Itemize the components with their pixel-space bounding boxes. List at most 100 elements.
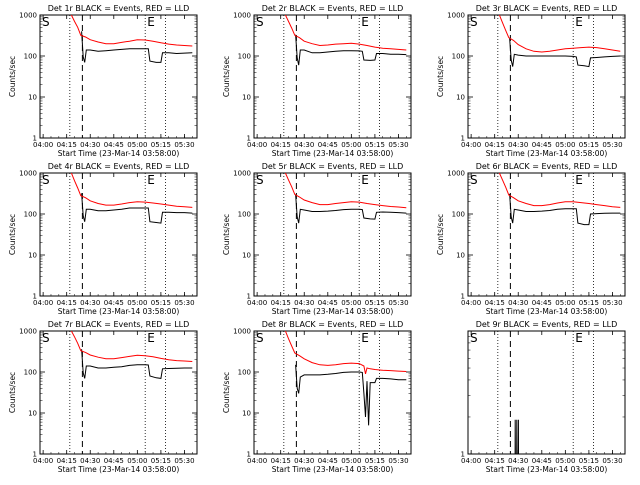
x-tick-label: 04:00 — [247, 457, 267, 465]
y-tick-label: 1 — [33, 451, 37, 459]
start-marker-label: S — [470, 173, 478, 187]
end-marker-label: E — [147, 173, 155, 187]
x-tick-label: 05:30 — [174, 141, 194, 149]
start-marker-label: S — [256, 173, 264, 187]
x-tick-label: 04:00 — [33, 299, 53, 307]
x-tick-label: 04:45 — [104, 141, 124, 149]
y-tick-label: 10 — [28, 410, 37, 418]
panel-title: Det 7r BLACK = Events, RED = LLD — [48, 320, 190, 329]
panel-title: Det 6r BLACK = Events, RED = LLD — [476, 162, 618, 171]
y-tick-label: 1000 — [233, 170, 251, 178]
y-tick-label: 1 — [461, 451, 465, 459]
y-axis-label: Counts/sec — [8, 372, 17, 413]
y-axis-label: Counts/sec — [8, 214, 17, 255]
x-tick-label: 05:15 — [365, 141, 385, 149]
y-tick-label: 100 — [452, 53, 465, 61]
y-tick-label: 1 — [33, 293, 37, 301]
y-tick-label: 1000 — [233, 328, 251, 336]
y-tick-label: 100 — [452, 211, 465, 219]
x-axis-label: Start Time (23-Mar-14 03:58:00) — [272, 149, 394, 158]
end-marker-label: E — [361, 173, 369, 187]
x-axis-label: Start Time (23-Mar-14 03:58:00) — [272, 307, 394, 316]
panel-det-7: Det 7r BLACK = Events, RED = LLD S E 04:00 0… — [8, 320, 198, 474]
panel-title: Det 4r BLACK = Events, RED = LLD — [48, 162, 190, 171]
x-tick-label: 05:00 — [127, 299, 147, 307]
events-series-line — [514, 419, 519, 454]
x-tick-label: 04:45 — [532, 457, 552, 465]
x-tick-label: 05:00 — [555, 457, 575, 465]
lld-series-line — [284, 173, 407, 209]
panel-title: Det 2r BLACK = Events, RED = LLD — [262, 4, 404, 13]
end-marker-label: E — [575, 331, 583, 345]
start-marker-label: S — [256, 331, 264, 345]
events-series-line — [81, 31, 193, 63]
x-tick-label: 04:15 — [57, 141, 77, 149]
x-tick-label: 05:00 — [341, 141, 361, 149]
y-tick-label: 100 — [238, 211, 251, 219]
x-tick-label: 04:15 — [271, 299, 291, 307]
plot-frame — [467, 330, 626, 455]
x-tick-label: 04:00 — [461, 299, 481, 307]
y-tick-label: 10 — [456, 252, 465, 260]
start-marker-label: S — [470, 331, 478, 345]
x-tick-label: 04:30 — [508, 457, 528, 465]
y-tick-label: 10 — [28, 94, 37, 102]
x-tick-label: 05:15 — [579, 457, 599, 465]
panel-title: Det 1r BLACK = Events, RED = LLD — [48, 4, 190, 13]
panel-title: Det 9r BLACK = Events, RED = LLD — [476, 320, 618, 329]
x-tick-label: 05:00 — [555, 141, 575, 149]
y-tick-label: 1 — [247, 135, 251, 143]
x-tick-label: 04:15 — [271, 141, 291, 149]
x-tick-label: 05:15 — [365, 299, 385, 307]
plot-frame — [253, 14, 412, 139]
end-marker-label: E — [361, 15, 369, 29]
x-tick-label: 04:45 — [532, 141, 552, 149]
x-tick-label: 04:30 — [80, 141, 100, 149]
x-axis-label: Start Time (23-Mar-14 03:58:00) — [486, 465, 608, 474]
y-tick-label: 1 — [461, 135, 465, 143]
x-axis-label: Start Time (23-Mar-14 03:58:00) — [58, 149, 180, 158]
x-tick-label: 05:15 — [579, 141, 599, 149]
x-tick-label: 05:15 — [151, 299, 171, 307]
y-tick-label: 1000 — [19, 12, 37, 20]
x-tick-label: 04:15 — [57, 299, 77, 307]
plot-frame — [253, 172, 412, 297]
y-tick-label: 100 — [24, 53, 37, 61]
events-series-line — [81, 349, 193, 379]
x-tick-label: 05:30 — [388, 299, 408, 307]
x-tick-label: 04:45 — [532, 299, 552, 307]
end-marker-label: E — [147, 15, 155, 29]
y-tick-label: 10 — [242, 410, 251, 418]
panel-det-1: Det 1r BLACK = Events, RED = LLD S E 04:00 0… — [8, 4, 198, 158]
plot-frame — [39, 14, 198, 139]
x-tick-label: 04:00 — [33, 457, 53, 465]
y-tick-label: 100 — [238, 53, 251, 61]
end-marker-label: E — [361, 331, 369, 345]
x-tick-label: 04:45 — [318, 141, 338, 149]
y-tick-label: 100 — [24, 211, 37, 219]
lld-series-line — [498, 15, 621, 53]
x-tick-label: 04:15 — [271, 457, 291, 465]
x-axis-label: Start Time (23-Mar-14 03:58:00) — [58, 307, 180, 316]
plot-frame — [467, 14, 626, 139]
x-tick-label: 04:45 — [104, 457, 124, 465]
panel-det-6: Det 6r BLACK = Events, RED = LLD S E 04:00 0… — [436, 162, 626, 316]
x-tick-label: 04:15 — [485, 457, 505, 465]
plot-frame — [39, 330, 198, 455]
x-tick-label: 04:30 — [294, 299, 314, 307]
events-series-line — [509, 193, 621, 226]
y-axis-label: Counts/sec — [8, 56, 17, 97]
x-tick-label: 04:15 — [485, 141, 505, 149]
panel-det-8: Det 8r BLACK = Events, RED = LLD S E 04:00 0… — [222, 320, 412, 474]
panel-title: Det 5r BLACK = Events, RED = LLD — [262, 162, 404, 171]
start-marker-label: S — [42, 15, 50, 29]
lld-series-line — [70, 173, 193, 208]
y-tick-label: 1000 — [447, 12, 465, 20]
x-tick-label: 05:30 — [602, 299, 622, 307]
y-axis-label: Counts/sec — [436, 56, 445, 97]
y-axis-label: Counts/sec — [222, 372, 231, 413]
y-tick-label: 1 — [461, 293, 465, 301]
x-tick-label: 05:30 — [174, 457, 194, 465]
